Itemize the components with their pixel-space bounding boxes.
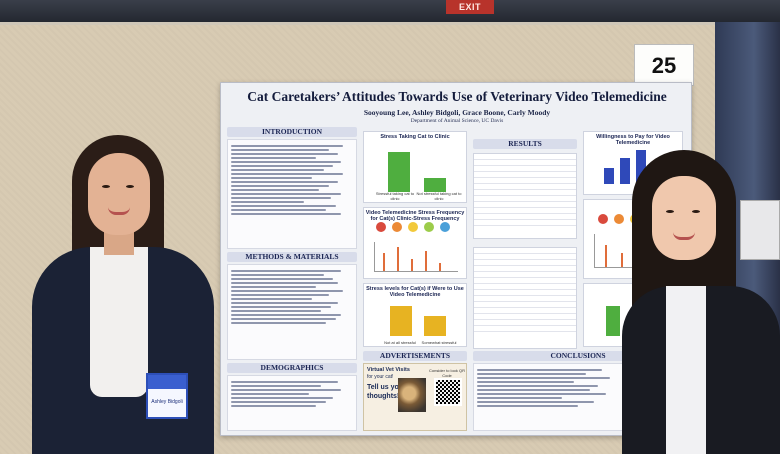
results-heading: RESULTS xyxy=(473,139,577,149)
presenter-left: Ashley Bidgoli xyxy=(28,135,218,454)
presenter-right-shirt xyxy=(666,286,706,454)
pay-bar-1 xyxy=(604,168,614,184)
face-calm-icon xyxy=(424,222,434,232)
conclusions-heading: CONCLUSIONS xyxy=(473,351,683,361)
face-very-calm-icon xyxy=(440,222,450,232)
qr-code-icon[interactable] xyxy=(434,378,462,406)
face-sad-icon xyxy=(614,214,624,224)
background-poster xyxy=(740,200,780,260)
telemed-bar-1 xyxy=(606,306,620,336)
face-neutral-icon xyxy=(408,222,418,232)
willingness-pay-title: Willingness to Pay for Video Telemedicin… xyxy=(596,134,670,146)
introduction-heading: INTRODUCTION xyxy=(227,127,357,137)
label-not-stressful: Not stressful taking cat to clinic xyxy=(416,191,462,201)
presenter-left-shirt xyxy=(90,247,148,397)
presenter-left-neck xyxy=(104,231,134,255)
stress-frequency-panel: Video Telemedicine Stress Frequency for … xyxy=(363,207,467,279)
label-stressful: Stressful taking cat to clinic xyxy=(375,191,415,201)
presenter-right xyxy=(622,150,780,454)
poster-department: Department of Animal Science, UC Davis xyxy=(410,118,504,124)
methods-text xyxy=(227,264,357,360)
advertisement-flyer: Virtual Vet Visits for your cat! Tell us… xyxy=(363,363,467,431)
board-number: 25 xyxy=(634,44,694,86)
frequency-plot-area xyxy=(374,242,458,272)
bar-somewhat xyxy=(424,316,446,336)
results-table-1 xyxy=(473,153,577,239)
face-angry-icon xyxy=(598,214,608,224)
stress-chart-panel: Stress Taking Cat to Clinic Stressful ta… xyxy=(363,131,467,203)
stress-levels-title: Stress levels for Cat(s) if Were to Use … xyxy=(366,286,464,298)
label-somewhat: Somewhat stressful xyxy=(421,340,457,345)
face-stressed-icon xyxy=(392,222,402,232)
ad-line-1: Virtual Vet Visits xyxy=(367,367,410,373)
label-not-at-all: Not at all stressful xyxy=(384,340,416,345)
face-very-stressed-icon xyxy=(376,222,386,232)
ad-line-4: thoughts! xyxy=(367,393,400,400)
stress-frequency-title: Video Telemedicine Stress Frequency for … xyxy=(365,210,465,222)
bar-stressful xyxy=(388,152,410,192)
presenter-right-face xyxy=(652,176,716,260)
bar-not-stressful xyxy=(424,178,446,192)
bar-not-at-all xyxy=(390,306,412,336)
ad-line-2: for your cat! xyxy=(367,374,394,380)
presenter-left-face xyxy=(88,153,150,235)
methods-heading: METHODS & MATERIALS xyxy=(227,252,357,262)
stress-chart-title: Stress Taking Cat to Clinic xyxy=(380,134,450,140)
ad-line-3: Tell us your xyxy=(367,384,406,391)
pay-bar-2 xyxy=(620,158,630,184)
name-badge: Ashley Bidgoli xyxy=(146,373,188,419)
qr-caption: Consider to look QR Code xyxy=(428,368,465,378)
cat-photo xyxy=(398,378,426,412)
stress-levels-panel: Stress levels for Cat(s) if Were to Use … xyxy=(363,283,467,347)
results-table-2 xyxy=(473,247,577,349)
badge-name: Ashley Bidgoli xyxy=(151,399,183,405)
demographics-text xyxy=(227,375,357,431)
pay-bar-3 xyxy=(636,150,646,184)
demographics-heading: DEMOGRAPHICS xyxy=(227,363,357,373)
exit-sign: EXIT xyxy=(446,0,494,14)
poster-authors: Sooyoung Lee, Ashley Bidgoli, Grace Boon… xyxy=(363,108,551,117)
advertisements-heading: ADVERTISEMENTS xyxy=(363,351,467,361)
introduction-text xyxy=(227,139,357,249)
poster-title: Cat Caretakers’ Attitudes Towards Use of… xyxy=(247,89,667,104)
